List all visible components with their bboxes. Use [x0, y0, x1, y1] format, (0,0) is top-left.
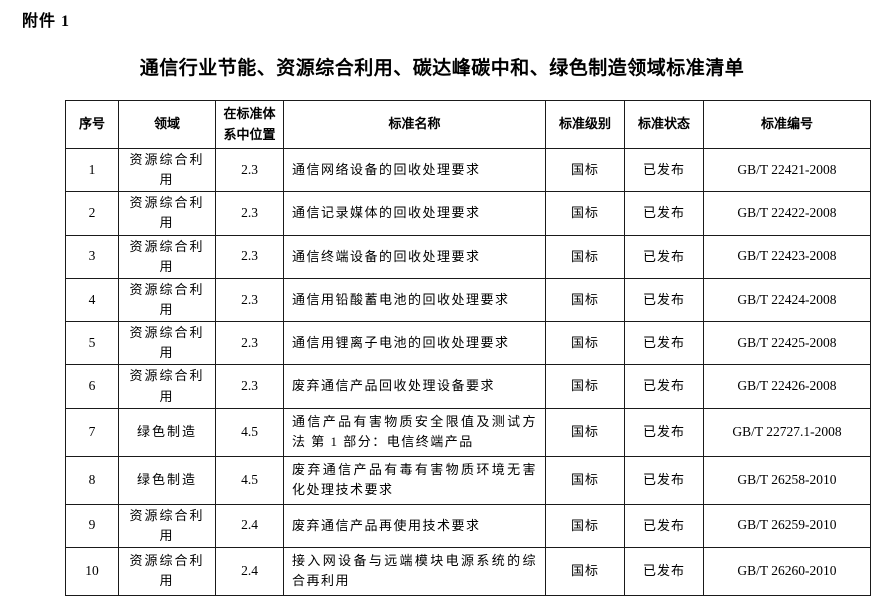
cell-no: 8 — [65, 455, 119, 505]
table-row: 8 绿色制造 4.5 废弃通信产品有毒有害物质环境无害化处理技术要求 国标 已发布 GB/T… — [65, 455, 871, 505]
cell-no: 6 — [65, 364, 119, 409]
cell-position: 2.3 — [215, 277, 284, 323]
cell-position: 2.3 — [215, 234, 284, 279]
cell-status: 已发布 — [624, 147, 704, 193]
cell-position: 2.3 — [215, 147, 284, 193]
cell-name: 通信终端设备的回收处理要求 — [283, 234, 546, 279]
cell-field: 绿色制造 — [118, 407, 216, 457]
header-serial-number: 序号 — [65, 100, 119, 149]
header-position-in-system: 在标准体系中位置 — [215, 100, 284, 149]
cell-position: 2.3 — [215, 321, 284, 366]
cell-code: GB/T 22423-2008 — [703, 234, 871, 279]
cell-level: 国标 — [545, 191, 625, 236]
cell-position: 2.3 — [215, 191, 284, 236]
table-row: 5 资源综合利用 2.3 通信用锂离子电池的回收处理要求 国标 已发布 GB/T 22425… — [65, 321, 871, 366]
page-title: 通信行业节能、资源综合利用、碳达峰碳中和、绿色制造领域标准清单 — [139, 58, 745, 79]
cell-level: 国标 — [545, 407, 625, 457]
table-row: 1 资源综合利用 2.3 通信网络设备的回收处理要求 国标 已发布 GB/T 22421-2… — [65, 147, 871, 193]
table-header: 序号 领域 在标准体系中位置 标准名称 标准级别 标准状态 标准编号 — [65, 100, 871, 149]
cell-level: 国标 — [545, 364, 625, 409]
cell-field: 资源综合利用 — [118, 321, 216, 366]
cell-field: 资源综合利用 — [118, 503, 216, 548]
cell-status: 已发布 — [624, 321, 704, 366]
cell-name: 通信记录媒体的回收处理要求 — [283, 191, 546, 236]
cell-level: 国标 — [545, 234, 625, 279]
cell-status: 已发布 — [624, 455, 704, 505]
cell-field: 资源综合利用 — [118, 234, 216, 279]
cell-field: 资源综合利用 — [118, 191, 216, 236]
cell-code: GB/T 22425-2008 — [703, 321, 871, 366]
cell-field: 绿色制造 — [118, 455, 216, 505]
cell-status: 已发布 — [624, 234, 704, 279]
document-page: { "page": { "attachment_label": "附件 1", … — [22, 13, 871, 596]
table-row: 2 资源综合利用 2.3 通信记录媒体的回收处理要求 国标 已发布 GB/T 22422-2… — [65, 191, 871, 236]
cell-level: 国标 — [545, 546, 625, 596]
cell-no: 1 — [65, 147, 119, 193]
cell-level: 国标 — [545, 321, 625, 366]
cell-no: 9 — [65, 503, 119, 548]
cell-no: 3 — [65, 234, 119, 279]
table-header-row: 序号 领域 在标准体系中位置 标准名称 标准级别 标准状态 标准编号 — [65, 100, 871, 149]
cell-level: 国标 — [545, 277, 625, 323]
table-row: 10 资源综合利用 2.4 接入网设备与远端模块电源系统的综合再利用 国标 已发布 GB/T… — [65, 546, 871, 596]
cell-code: GB/T 26260-2010 — [703, 546, 871, 596]
cell-name: 通信产品有害物质安全限值及测试方法 第 1 部分：电信终端产品 — [283, 407, 546, 457]
cell-field: 资源综合利用 — [118, 546, 216, 596]
cell-code: GB/T 22426-2008 — [703, 364, 871, 409]
table-row: 4 资源综合利用 2.3 通信用铅酸蓄电池的回收处理要求 国标 已发布 GB/T 22424… — [65, 277, 871, 323]
standards-table: 序号 领域 在标准体系中位置 标准名称 标准级别 标准状态 标准编号 1 资源综合… — [65, 100, 871, 596]
table-row: 3 资源综合利用 2.3 通信终端设备的回收处理要求 国标 已发布 GB/T 22423-2… — [65, 234, 871, 279]
cell-level: 国标 — [545, 147, 625, 193]
cell-code: GB/T 26258-2010 — [703, 455, 871, 505]
cell-position: 2.4 — [215, 503, 284, 548]
cell-position: 2.4 — [215, 546, 284, 596]
header-standard-status: 标准状态 — [624, 100, 704, 149]
cell-code: GB/T 22422-2008 — [703, 191, 871, 236]
cell-code: GB/T 22421-2008 — [703, 147, 871, 193]
cell-no: 10 — [65, 546, 119, 596]
cell-name: 废弃通信产品回收处理设备要求 — [283, 364, 546, 409]
cell-name: 通信网络设备的回收处理要求 — [283, 147, 546, 193]
cell-no: 4 — [65, 277, 119, 323]
header-field: 领域 — [118, 100, 216, 149]
cell-name: 废弃通信产品再使用技术要求 — [283, 503, 546, 548]
table-body: 1 资源综合利用 2.3 通信网络设备的回收处理要求 国标 已发布 GB/T 22421-2… — [65, 147, 871, 596]
cell-name: 接入网设备与远端模块电源系统的综合再利用 — [283, 546, 546, 596]
cell-no: 2 — [65, 191, 119, 236]
cell-no: 7 — [65, 407, 119, 457]
cell-name: 废弃通信产品有毒有害物质环境无害化处理技术要求 — [283, 455, 546, 505]
cell-code: GB/T 26259-2010 — [703, 503, 871, 548]
cell-level: 国标 — [545, 503, 625, 548]
cell-status: 已发布 — [624, 546, 704, 596]
cell-position: 4.5 — [215, 407, 284, 457]
cell-field: 资源综合利用 — [118, 147, 216, 193]
cell-level: 国标 — [545, 455, 625, 505]
table-row: 9 资源综合利用 2.4 废弃通信产品再使用技术要求 国标 已发布 GB/T 26259-2… — [65, 503, 871, 548]
header-standard-code: 标准编号 — [703, 100, 871, 149]
table-row: 7 绿色制造 4.5 通信产品有害物质安全限值及测试方法 第 1 部分：电信终端产品国… — [65, 407, 871, 457]
cell-status: 已发布 — [624, 407, 704, 457]
attachment-label: 附件 1 — [22, 13, 71, 30]
cell-code: GB/T 22727.1-2008 — [703, 407, 871, 457]
cell-status: 已发布 — [624, 364, 704, 409]
cell-status: 已发布 — [624, 503, 704, 548]
cell-status: 已发布 — [624, 277, 704, 323]
cell-name: 通信用锂离子电池的回收处理要求 — [283, 321, 546, 366]
cell-position: 2.3 — [215, 364, 284, 409]
table-row: 6 资源综合利用 2.3 废弃通信产品回收处理设备要求 国标 已发布 GB/T 22426-… — [65, 364, 871, 409]
cell-code: GB/T 22424-2008 — [703, 277, 871, 323]
cell-position: 4.5 — [215, 455, 284, 505]
header-standard-name: 标准名称 — [283, 100, 546, 149]
cell-field: 资源综合利用 — [118, 364, 216, 409]
cell-status: 已发布 — [624, 191, 704, 236]
cell-name: 通信用铅酸蓄电池的回收处理要求 — [283, 277, 546, 323]
header-standard-level: 标准级别 — [545, 100, 625, 149]
cell-field: 资源综合利用 — [118, 277, 216, 323]
cell-no: 5 — [65, 321, 119, 366]
